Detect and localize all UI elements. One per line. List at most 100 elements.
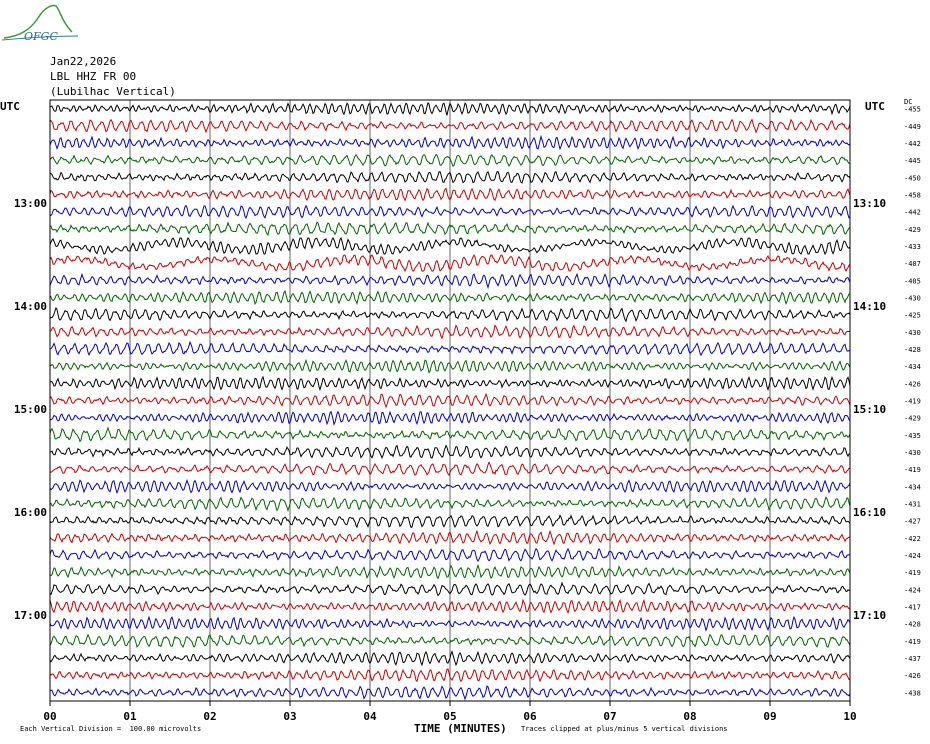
dc-offset-label: -417 bbox=[904, 604, 921, 612]
trace-line bbox=[49, 444, 851, 459]
dc-offset-label: -455 bbox=[904, 106, 921, 114]
trace-line bbox=[49, 204, 851, 220]
x-axis-title: TIME (MINUTES) bbox=[414, 722, 507, 735]
dc-offset-label: -405 bbox=[904, 277, 921, 285]
right-time-label: 14:10 bbox=[853, 300, 886, 313]
trace-line bbox=[49, 581, 851, 597]
trace-line bbox=[49, 649, 851, 667]
dc-offset-label: -419 bbox=[904, 398, 921, 406]
trace-line bbox=[49, 254, 851, 273]
x-tick-label: 06 bbox=[523, 710, 537, 723]
trace-line bbox=[49, 134, 851, 151]
dc-offset-label: -433 bbox=[904, 243, 921, 251]
dc-offset-label: -428 bbox=[904, 346, 921, 354]
right-time-label: 13:10 bbox=[853, 197, 886, 210]
trace-line bbox=[49, 598, 851, 615]
trace-line bbox=[49, 358, 851, 374]
header-station: LBL HHZ FR 00 bbox=[50, 70, 137, 83]
dc-offset-label: -426 bbox=[904, 380, 921, 388]
trace-line bbox=[49, 529, 851, 546]
dc-offset-label: -431 bbox=[904, 501, 921, 509]
dc-offset-label: -424 bbox=[904, 552, 921, 560]
ofgc-logo: OFGC bbox=[1, 4, 79, 43]
x-tick-label: 07 bbox=[603, 710, 616, 723]
trace-line bbox=[49, 118, 851, 134]
x-tick-label: 10 bbox=[843, 710, 856, 723]
dc-offset-label: -434 bbox=[904, 363, 921, 371]
right-time-label: 16:10 bbox=[853, 506, 886, 519]
dc-offset-label: -442 bbox=[904, 209, 921, 217]
right-time-label: 15:10 bbox=[853, 403, 886, 416]
dc-offset-label: -429 bbox=[904, 226, 921, 234]
trace-line bbox=[49, 236, 851, 256]
dc-offset-label: -458 bbox=[904, 191, 921, 199]
logo-swoosh-icon bbox=[1, 35, 79, 41]
x-tick-label: 09 bbox=[763, 710, 776, 723]
dc-offset-label: -419 bbox=[904, 569, 921, 577]
dc-offset-label: -428 bbox=[904, 621, 921, 629]
trace-line bbox=[49, 668, 851, 683]
trace-line bbox=[49, 496, 851, 513]
trace-line bbox=[49, 514, 851, 529]
axis-labels: 00 01 02 03 04 05 06 07 08 09 10 -455 -449 -442 -445 -4… bbox=[0, 98, 921, 723]
dc-offset-label: -449 bbox=[904, 123, 921, 131]
dc-offset-label: -445 bbox=[904, 157, 921, 165]
x-tick-label: 03 bbox=[283, 710, 296, 723]
trace-line bbox=[49, 633, 851, 649]
left-time-label: 15:00 bbox=[14, 403, 47, 416]
dc-offset-label: -419 bbox=[904, 638, 921, 646]
logo-text: OFGC bbox=[24, 30, 58, 43]
dc-offset-label: -407 bbox=[904, 260, 921, 268]
x-tick-label: 02 bbox=[203, 710, 216, 723]
left-axis-label: UTC bbox=[0, 100, 20, 113]
footer-clip-note: Traces clipped at plus/minus 5 vertical … bbox=[521, 725, 728, 733]
trace-line bbox=[49, 170, 851, 184]
dc-offset-label: -435 bbox=[904, 432, 921, 440]
trace-line bbox=[49, 101, 851, 116]
dc-offset-label: -438 bbox=[904, 689, 921, 697]
dc-offset-label: -429 bbox=[904, 415, 921, 423]
dc-offset-label: -426 bbox=[904, 672, 921, 680]
logo-mountain-icon bbox=[3, 4, 73, 39]
trace-line bbox=[49, 461, 851, 477]
dc-offset-label: -437 bbox=[904, 655, 921, 663]
dc-offset-label: -430 bbox=[904, 329, 921, 337]
traces bbox=[49, 101, 851, 701]
dc-offset-label: -442 bbox=[904, 140, 921, 148]
trace-line bbox=[49, 478, 851, 495]
trace-line bbox=[49, 324, 851, 340]
trace-line bbox=[49, 306, 851, 323]
trace-line bbox=[49, 153, 851, 167]
trace-line bbox=[49, 221, 851, 236]
x-tick-label: 05 bbox=[443, 710, 456, 723]
trace-line bbox=[49, 685, 851, 701]
trace-line bbox=[49, 410, 851, 427]
x-tick-label: 00 bbox=[43, 710, 56, 723]
trace-line bbox=[49, 563, 851, 580]
left-time-label: 13:00 bbox=[14, 197, 47, 210]
header-date: Jan22,2026 bbox=[50, 55, 117, 68]
dc-offset-label: -434 bbox=[904, 483, 921, 491]
dc-offset-label: -424 bbox=[904, 586, 921, 594]
left-time-label: 16:00 bbox=[14, 506, 47, 519]
dc-offset-label: -422 bbox=[904, 535, 921, 543]
trace-line bbox=[49, 547, 850, 563]
dc-offset-label: -427 bbox=[904, 518, 921, 526]
left-time-label: 14:00 bbox=[14, 300, 47, 313]
x-tick-label: 08 bbox=[683, 710, 696, 723]
dc-offset-label: -419 bbox=[904, 466, 921, 474]
plot-frame bbox=[49, 99, 851, 702]
x-tick-label: 04 bbox=[363, 710, 377, 723]
trace-line bbox=[49, 615, 851, 632]
trace-line bbox=[49, 392, 851, 409]
trace-line bbox=[49, 272, 851, 290]
dc-offset-label: -430 bbox=[904, 294, 921, 302]
trace-line bbox=[49, 187, 851, 202]
dc-offset-label: -425 bbox=[904, 312, 921, 320]
footer-vertical-division: Each Vertical Division = 100.00 microvol… bbox=[20, 725, 202, 733]
dc-offset-label: -430 bbox=[904, 449, 921, 457]
trace-line bbox=[49, 289, 851, 306]
header-location: (Lubilhac Vertical) bbox=[50, 85, 176, 98]
right-axis-label: UTC bbox=[865, 100, 885, 113]
